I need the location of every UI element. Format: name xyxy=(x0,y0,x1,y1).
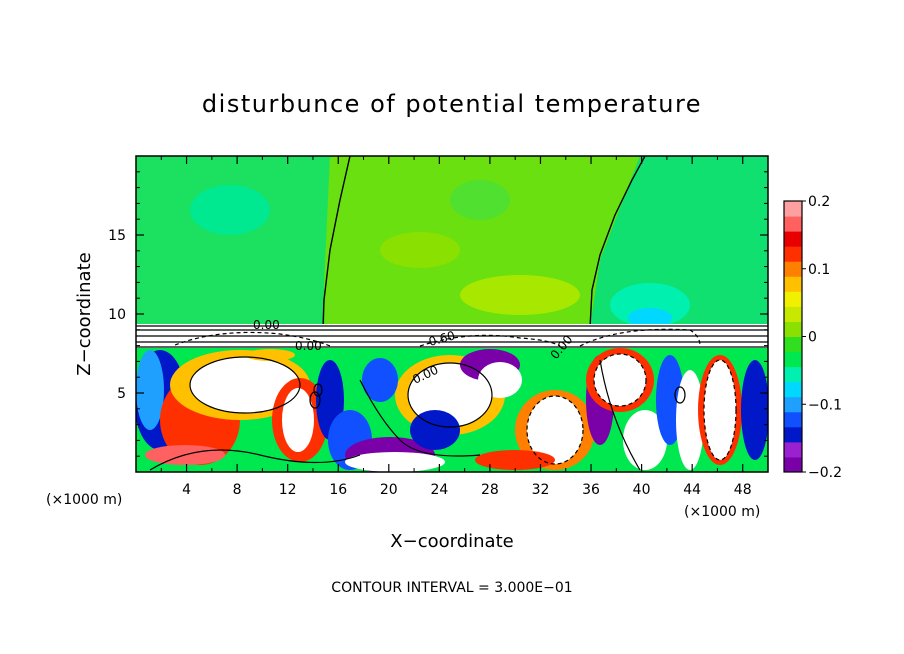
y-tick-label: 5 xyxy=(117,386,126,402)
colorbar-segment xyxy=(784,426,802,443)
x-tick-label: 36 xyxy=(582,482,600,498)
colorbar-tick-label: −0.1 xyxy=(808,397,842,413)
contour-label: 0.00 xyxy=(253,318,280,332)
contour-label: 0.00 xyxy=(295,339,322,353)
upper-layer-cyan-patch xyxy=(450,180,510,220)
colorbar-segment xyxy=(784,276,802,292)
colorbar-segment xyxy=(784,246,802,262)
colorbar-segment xyxy=(784,381,802,398)
colorbar-segment xyxy=(784,396,802,413)
colorbar-tick-label: 0.2 xyxy=(808,194,830,210)
x-tick-label: 32 xyxy=(532,482,550,498)
colorbar-segment xyxy=(784,291,802,307)
inversion-contours xyxy=(136,325,768,348)
colorbar-tick-label: −0.2 xyxy=(808,465,842,481)
plot-area: 0.00 0.00 0.60 0.00 0.00 xyxy=(136,156,768,472)
upper-layer-cool-region xyxy=(136,156,330,328)
x-axis-label: X−coordinate xyxy=(390,531,513,552)
upper-layer-cyan-patch xyxy=(190,185,270,235)
x-tick-label: 40 xyxy=(633,482,651,498)
x-tick-label: 48 xyxy=(734,482,752,498)
colorbar-segment xyxy=(784,261,802,277)
colorbar-segment xyxy=(784,306,802,322)
colorbar-segment xyxy=(784,231,802,247)
y-axis-label: Z−coordinate xyxy=(74,252,95,375)
x-tick-label: 44 xyxy=(683,482,701,498)
zero-contour xyxy=(322,156,351,329)
colorbar-segment xyxy=(784,321,802,337)
colorbar-segment xyxy=(784,456,802,473)
y-axis-ticks: 5 10 15 xyxy=(108,171,768,457)
x-tick-label: 20 xyxy=(380,482,398,498)
lower-layer-contours xyxy=(149,353,737,471)
colorbar-tick-label: 0 xyxy=(808,330,817,346)
lower-layer-patches xyxy=(136,348,768,472)
x-tick-label: 4 xyxy=(182,482,191,498)
x-tick-label: 24 xyxy=(430,482,448,498)
colorbar: 0.2 0.1 0 −0.1 −0.2 xyxy=(783,194,842,481)
x-unit-right: (×1000 m) xyxy=(684,504,760,520)
y-tick-label: 15 xyxy=(108,228,126,244)
zero-contour xyxy=(589,156,646,329)
x-axis-ticks: 4 8 12 16 20 24 28 32 36 40 44 48 xyxy=(160,156,752,498)
colorbar-segment xyxy=(784,201,802,217)
colorbar-segment xyxy=(784,366,802,383)
x-tick-label: 28 xyxy=(481,482,499,498)
y-tick-label: 10 xyxy=(108,307,126,323)
contour-label: 0.60 xyxy=(427,328,456,348)
chart-title: disturbunce of potential temperature xyxy=(202,90,702,118)
upper-layer-yellow-patch xyxy=(380,232,460,268)
colorbar-segment xyxy=(784,336,802,353)
x-tick-label: 16 xyxy=(329,482,347,498)
x-tick-label: 12 xyxy=(279,482,297,498)
colorbar-segment xyxy=(784,411,802,428)
colorbar-segment xyxy=(784,441,802,458)
inversion-band xyxy=(136,324,768,350)
colorbar-segment xyxy=(784,351,802,368)
x-unit-left: (×1000 m) xyxy=(46,492,122,508)
colorbar-tick-label: 0.1 xyxy=(808,262,830,278)
upper-layer-yellow-patch xyxy=(460,275,580,315)
contour-interval-note: CONTOUR INTERVAL = 3.000E−01 xyxy=(331,580,572,596)
colorbar-segment xyxy=(784,216,802,232)
upper-layer-cyan-patch xyxy=(628,308,672,328)
x-tick-label: 8 xyxy=(233,482,242,498)
